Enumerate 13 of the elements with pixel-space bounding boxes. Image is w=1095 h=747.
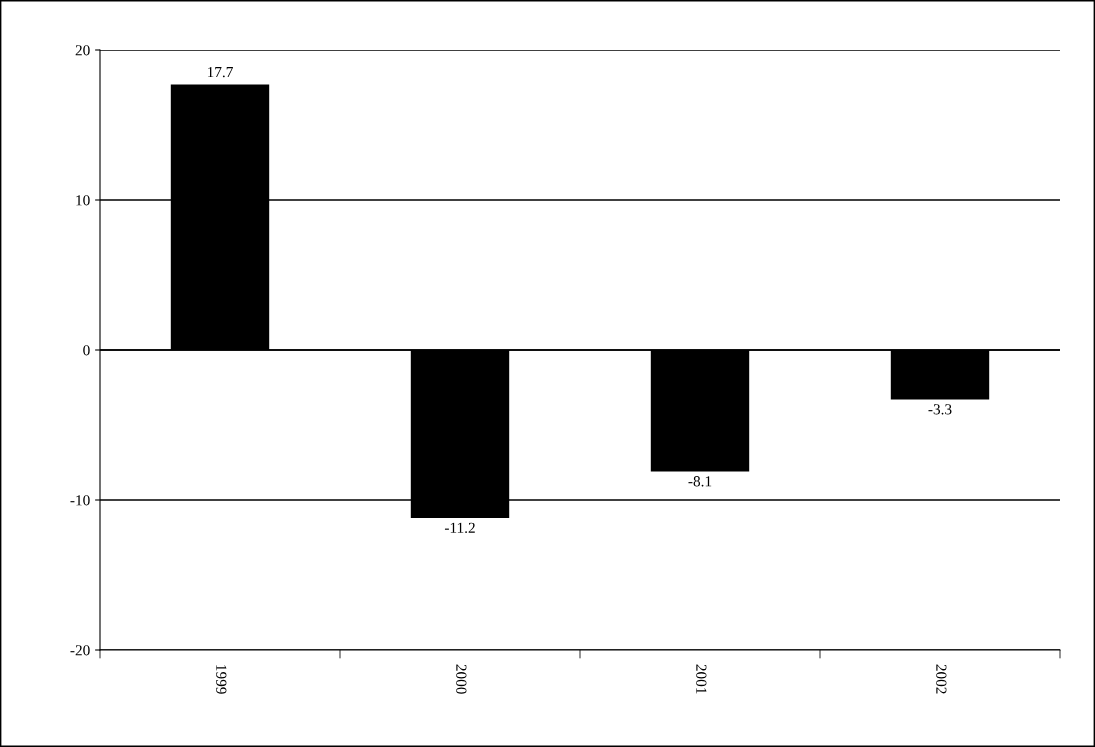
x-tick-label: 2001: [696, 664, 707, 694]
y-tick-label: 20: [75, 45, 90, 56]
data-label: -8.1: [688, 476, 712, 487]
y-tick-label: -10: [70, 495, 90, 506]
data-label: -3.3: [928, 404, 952, 415]
x-tick-label: 2000: [456, 664, 467, 694]
x-tick-label: 2002: [936, 664, 947, 694]
y-tick-label: 10: [76, 195, 90, 206]
y-tick-label: 0: [83, 345, 90, 356]
data-label: 17.7: [207, 66, 233, 78]
data-label: -11.2: [444, 522, 475, 533]
y-tick-label: -20: [70, 645, 90, 656]
x-tick-label: 1999: [216, 665, 227, 694]
